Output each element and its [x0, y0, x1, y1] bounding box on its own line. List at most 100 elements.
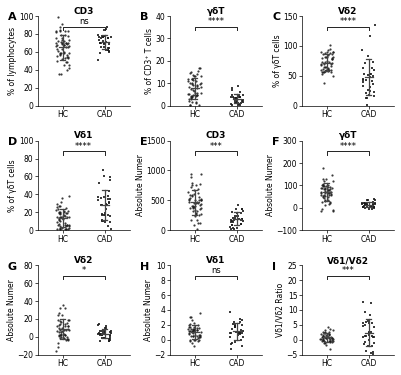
Point: [196, 310, 203, 316]
Point: [63, 58, 69, 64]
Point: [188, 314, 194, 320]
Point: [229, 85, 235, 91]
Point: [196, 206, 203, 212]
Point: [185, 76, 192, 82]
Point: [107, 335, 113, 341]
Point: [101, 330, 108, 336]
Point: [105, 196, 112, 202]
Point: [188, 326, 194, 332]
Point: [321, 194, 328, 200]
Point: [190, 82, 196, 88]
Point: [318, 59, 325, 65]
Point: [236, 94, 243, 100]
Point: [194, 85, 200, 91]
Point: [194, 217, 200, 223]
Point: [324, 50, 331, 55]
Point: [56, 216, 63, 222]
Point: [322, 332, 329, 338]
Point: [365, 318, 372, 324]
Point: [318, 50, 324, 55]
Point: [326, 339, 333, 345]
Point: [58, 199, 64, 205]
Point: [104, 24, 110, 30]
Point: [361, 203, 367, 209]
Text: ****: ****: [339, 142, 356, 151]
Point: [362, 202, 369, 208]
Point: [324, 333, 331, 339]
Point: [366, 337, 372, 343]
Point: [187, 96, 194, 102]
Point: [192, 210, 199, 216]
Point: [189, 76, 196, 82]
Point: [371, 340, 377, 346]
Point: [228, 341, 234, 347]
Point: [54, 204, 61, 210]
Point: [320, 178, 327, 184]
Point: [234, 213, 240, 219]
Point: [190, 92, 196, 98]
Point: [229, 222, 235, 228]
Point: [318, 189, 325, 195]
Point: [65, 336, 71, 342]
Point: [56, 325, 63, 331]
Point: [325, 329, 332, 335]
Point: [322, 64, 328, 70]
Point: [322, 188, 328, 194]
Point: [320, 183, 327, 189]
Point: [320, 193, 326, 199]
Point: [329, 55, 335, 61]
Point: [188, 93, 194, 99]
Point: [58, 328, 65, 334]
Point: [96, 180, 102, 186]
Point: [235, 216, 242, 222]
Point: [328, 192, 335, 198]
Point: [326, 192, 332, 198]
Point: [321, 195, 328, 201]
Point: [321, 64, 328, 70]
Point: [326, 68, 332, 74]
Point: [194, 82, 200, 88]
Point: [188, 94, 195, 100]
Point: [238, 217, 245, 223]
Point: [196, 220, 203, 226]
Point: [61, 49, 67, 55]
Point: [228, 101, 235, 107]
Point: [230, 94, 236, 100]
Point: [106, 338, 112, 344]
Y-axis label: % of γδT cells: % of γδT cells: [273, 34, 282, 87]
Point: [101, 329, 108, 335]
Text: ****: ****: [207, 17, 224, 26]
Point: [103, 325, 109, 331]
Point: [198, 84, 205, 90]
Point: [237, 337, 244, 343]
Title: Vδ2: Vδ2: [338, 7, 358, 16]
Point: [98, 202, 104, 208]
Point: [234, 96, 240, 102]
Point: [65, 28, 71, 34]
Point: [53, 207, 59, 213]
Point: [367, 33, 373, 39]
Point: [59, 312, 65, 318]
Point: [194, 186, 201, 192]
Point: [186, 324, 192, 330]
Point: [97, 50, 103, 55]
Point: [240, 217, 247, 223]
Point: [65, 54, 71, 60]
Point: [232, 324, 239, 330]
Point: [188, 333, 194, 339]
Point: [57, 305, 63, 311]
Point: [370, 351, 377, 357]
Point: [107, 329, 113, 335]
Point: [54, 42, 61, 48]
Point: [240, 97, 246, 103]
Point: [196, 334, 202, 340]
Point: [194, 69, 201, 75]
Point: [229, 222, 235, 228]
Y-axis label: % of γδT cells: % of γδT cells: [8, 159, 18, 212]
Point: [61, 212, 67, 218]
Point: [188, 184, 194, 190]
Point: [101, 40, 107, 46]
Point: [320, 329, 326, 335]
Point: [326, 184, 333, 190]
Point: [55, 332, 62, 338]
